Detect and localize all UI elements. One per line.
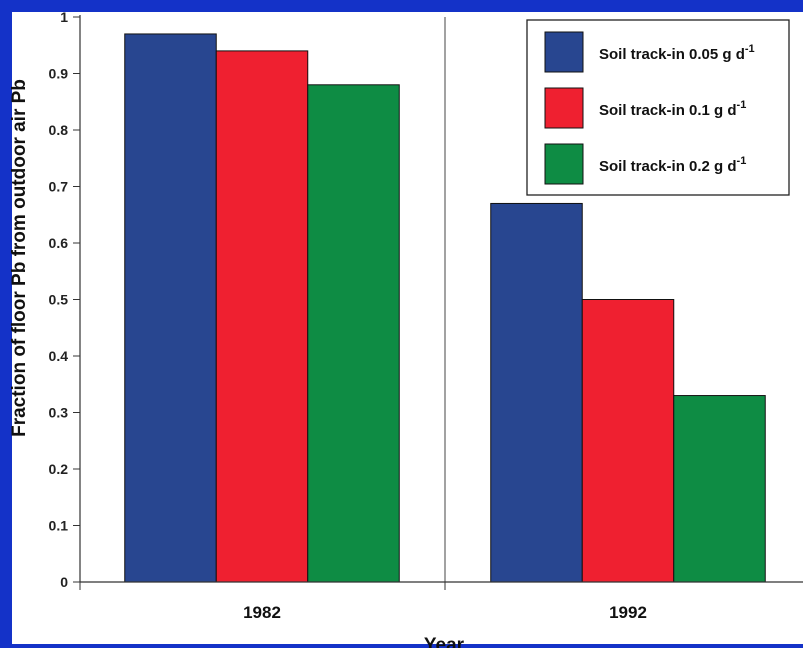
- y-tick-label: 0.1: [49, 518, 69, 534]
- legend-label-1: Soil track-in 0.05 g d-1: [599, 43, 755, 63]
- bar-1992-series-3: [673, 395, 766, 583]
- y-tick-label: 0.6: [49, 235, 69, 251]
- bar-1982-series-3: [307, 84, 400, 583]
- legend-swatch-2: [544, 87, 584, 129]
- x-axis-title: Year: [424, 635, 465, 648]
- y-tick-label: 0.4: [49, 348, 69, 364]
- y-tick-label: 0.3: [49, 405, 69, 421]
- x-tick-label-1982: 1982: [243, 603, 281, 622]
- y-tick-label: 0: [60, 574, 68, 590]
- x-tick-label-1992: 1992: [609, 603, 647, 622]
- legend-swatch-3: [544, 143, 584, 185]
- y-tick-label: 0.9: [49, 66, 69, 82]
- bar-1982-series-1: [124, 33, 217, 583]
- bar-1992-series-1: [490, 202, 583, 583]
- legend-label-2: Soil track-in 0.1 g d-1: [599, 99, 746, 119]
- bar-1982-series-2: [215, 50, 309, 583]
- y-tick-label: 0.5: [49, 292, 69, 308]
- bar-1992-series-2: [581, 299, 675, 583]
- legend-swatch-1: [544, 31, 584, 73]
- legend-label-3: Soil track-in 0.2 g d-1: [599, 155, 746, 175]
- y-tick-label: 1: [60, 9, 68, 25]
- y-tick-label: 0.8: [49, 122, 69, 138]
- y-axis-title: Fraction of floor Pb from outdoor air Pb: [9, 79, 30, 437]
- y-tick-label: 0.2: [49, 461, 69, 477]
- y-tick-label: 0.7: [49, 179, 69, 195]
